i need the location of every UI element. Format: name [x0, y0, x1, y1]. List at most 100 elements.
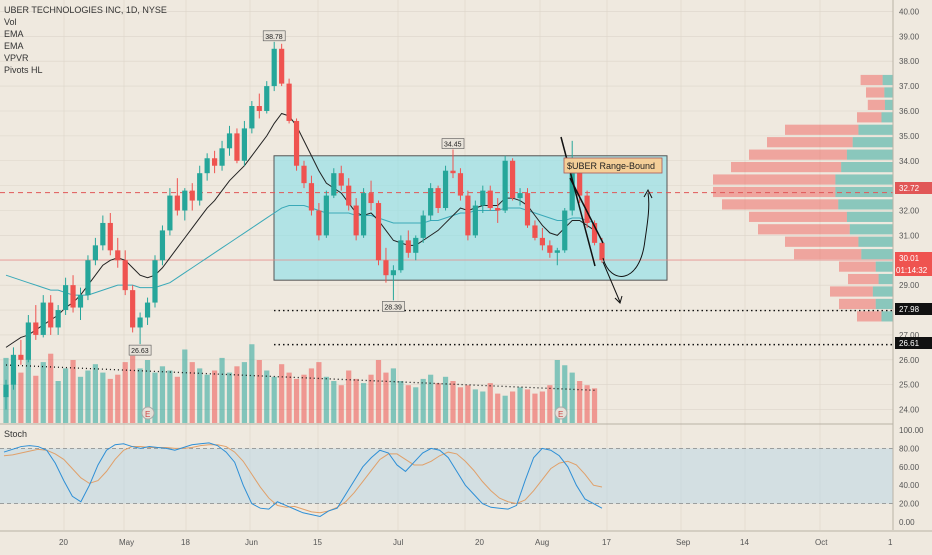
- vpvr-buy-bar: [858, 236, 893, 247]
- vpvr-buy-bar: [875, 298, 893, 310]
- candle-body: [293, 120, 300, 166]
- vpvr-buy-bar: [846, 211, 893, 222]
- candle-body: [398, 240, 404, 271]
- candle-body: [40, 302, 46, 335]
- ema-fast-line: [5, 112, 595, 348]
- vpvr-buy-bar: [881, 112, 893, 123]
- time-tick-label: Aug: [535, 538, 549, 547]
- vpvr-sell-bar: [749, 149, 847, 160]
- vpvr-sell-bar: [767, 137, 853, 148]
- time-tick-label: Jun: [245, 538, 258, 547]
- earnings-marker-2[interactable]: [554, 406, 568, 420]
- volume-bar: [450, 381, 456, 423]
- tag-current: 30.01: [899, 254, 920, 263]
- candle-body: [219, 148, 225, 166]
- candle-body: [577, 173, 583, 196]
- earnings-marker-1[interactable]: [141, 406, 155, 420]
- candle-body: [487, 190, 493, 209]
- price-tick-label: 32.00: [899, 207, 920, 216]
- bounce-arrow-head: [643, 188, 653, 199]
- volume-bar: [442, 376, 449, 423]
- candle-body: [413, 237, 419, 253]
- volume-bar: [48, 353, 54, 423]
- tag-level1: 27.98: [899, 305, 920, 314]
- time-tick-label: 1: [888, 538, 893, 547]
- volume-bar: [152, 372, 158, 423]
- volume-bar: [159, 366, 166, 423]
- annotation-box: [563, 157, 663, 174]
- candle-body: [130, 290, 136, 328]
- candle-body: [85, 260, 91, 296]
- volume-bar: [338, 385, 344, 423]
- candle-body: [569, 173, 575, 211]
- volume-bar: [256, 360, 262, 423]
- volume-bar: [532, 393, 538, 423]
- time-axis: 20 May 18 Jun 15 Jul 20 Aug 17 Sep 14 Oct 1: [0, 530, 932, 547]
- price-tick-label: 29.00: [899, 281, 920, 290]
- price-tick-label: 25.00: [899, 381, 920, 390]
- vpvr-buy-bar: [884, 87, 893, 98]
- volume-bar: [100, 372, 106, 423]
- breakdown-arrow-head: [614, 295, 623, 304]
- indicator-vol[interactable]: Vol: [4, 17, 17, 27]
- volume-bar: [182, 349, 188, 423]
- candle-body: [92, 245, 98, 261]
- indicator-ema-2[interactable]: EMA: [4, 41, 24, 51]
- volume-bar: [85, 370, 91, 423]
- vpvr-sell-bar: [848, 273, 879, 285]
- time-tick-label: Jul: [393, 538, 403, 547]
- vpvr-buy-bar: [852, 137, 893, 148]
- price-tick-label: 31.00: [899, 231, 920, 240]
- vpvr-buy-bar: [884, 99, 893, 110]
- candle-body: [502, 160, 508, 211]
- pivot-label-mid-high-box: [441, 138, 465, 149]
- volume-bar: [413, 387, 419, 423]
- volume-bar: [346, 370, 352, 423]
- stoch-tick-label: 100.00: [899, 426, 924, 435]
- volume-bar: [264, 370, 270, 423]
- pivot-label-low-box: [382, 301, 405, 312]
- candle-body: [353, 205, 359, 236]
- stoch-tick-label: 80.00: [899, 444, 920, 453]
- volume-bar: [591, 388, 598, 423]
- stoch-label[interactable]: Stoch: [4, 429, 27, 439]
- candle-body: [383, 260, 389, 276]
- volume-bar: [331, 381, 337, 423]
- vpvr-sell-bar: [839, 261, 876, 272]
- time-tick-label: May: [119, 538, 134, 547]
- symbol-title: UBER TECHNOLOGIES INC, 1D, NYSE: [4, 5, 167, 15]
- vpvr-buy-bar: [881, 311, 893, 322]
- volume-bar: [63, 368, 69, 423]
- price-tick-label: 39.00: [899, 32, 920, 41]
- indicator-vpvr[interactable]: VPVR: [4, 53, 29, 63]
- tag-countdown-bg: [895, 264, 932, 276]
- pivot-label-low: 28.39: [384, 304, 402, 311]
- candle-body: [63, 285, 69, 311]
- candle-body: [346, 185, 352, 206]
- candle-body: [189, 190, 195, 201]
- pivot-label-may-low: 26.63: [131, 348, 149, 355]
- price-tick-label: 36.00: [899, 107, 920, 116]
- ema-slow-line: [5, 205, 595, 296]
- indicator-pivots[interactable]: Pivots HL: [4, 65, 43, 75]
- candle-body: [539, 237, 545, 246]
- candle-body: [241, 128, 247, 161]
- volume-bar: [390, 368, 396, 423]
- volume-bar: [144, 360, 151, 423]
- vpvr-buy-bar: [849, 224, 893, 235]
- tag-level2-bg: [895, 337, 932, 349]
- candle-body: [517, 193, 523, 199]
- volume-bar: [249, 344, 255, 423]
- candle-body: [390, 270, 396, 276]
- pivot-label-may-low-box: [128, 344, 152, 356]
- volume-bar: [55, 381, 61, 423]
- volume-bar: [510, 391, 516, 423]
- vpvr-sell-bar: [722, 199, 839, 210]
- indicator-ema-1[interactable]: EMA: [4, 29, 24, 39]
- projected-bounce-path: [602, 192, 650, 277]
- candle-body: [249, 106, 255, 129]
- volume-bar: [77, 376, 84, 423]
- volume-bar: [502, 395, 508, 423]
- volume-bar: [383, 372, 389, 423]
